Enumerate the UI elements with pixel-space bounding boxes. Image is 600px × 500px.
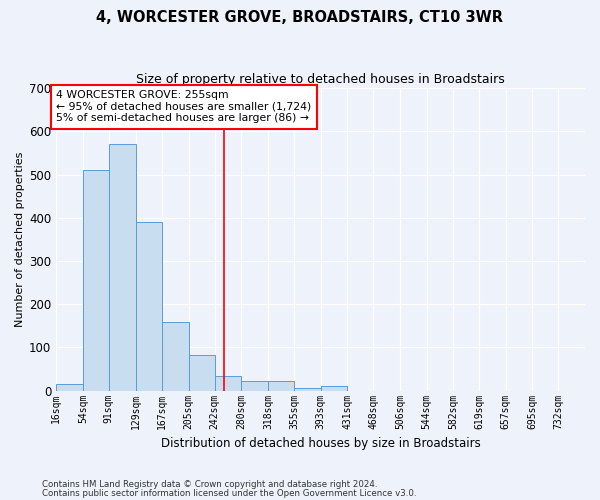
Title: Size of property relative to detached houses in Broadstairs: Size of property relative to detached ho… [136,72,505,86]
Bar [215,376,241,390]
Text: 4, WORCESTER GROVE, BROADSTAIRS, CT10 3WR: 4, WORCESTER GROVE, BROADSTAIRS, CT10 3W… [97,10,503,25]
Bar [268,380,294,390]
Text: 4 WORCESTER GROVE: 255sqm
← 95% of detached houses are smaller (1,724)
5% of sem: 4 WORCESTER GROVE: 255sqm ← 95% of detac… [56,90,311,124]
Bar [56,384,83,390]
Text: Contains public sector information licensed under the Open Government Licence v3: Contains public sector information licen… [42,488,416,498]
Bar [109,144,136,390]
Text: Contains HM Land Registry data © Crown copyright and database right 2024.: Contains HM Land Registry data © Crown c… [42,480,377,489]
Bar [294,388,320,390]
Bar [136,222,162,390]
Bar [241,381,268,390]
X-axis label: Distribution of detached houses by size in Broadstairs: Distribution of detached houses by size … [161,437,481,450]
Bar [83,170,109,390]
Y-axis label: Number of detached properties: Number of detached properties [15,152,25,327]
Bar [162,322,189,390]
Bar [189,355,215,390]
Bar [320,386,347,390]
